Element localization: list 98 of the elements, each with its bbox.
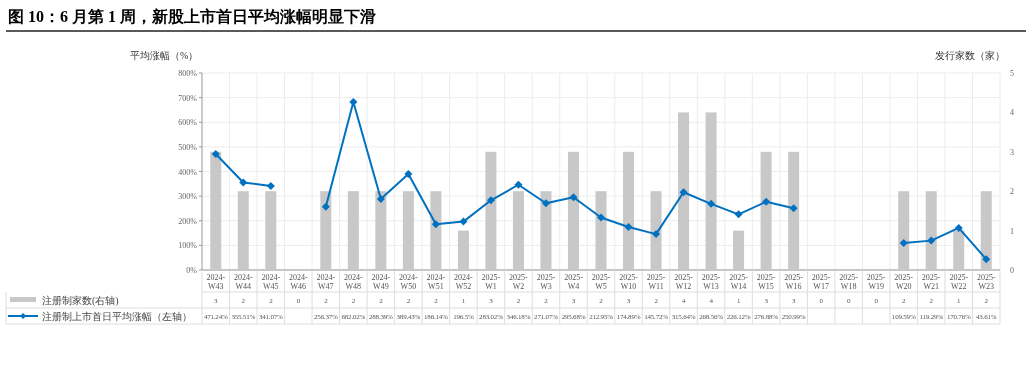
x-tick-label: 2025-W11 bbox=[646, 273, 666, 291]
point bbox=[927, 236, 936, 245]
x-tick-label: 2025-W15 bbox=[756, 273, 776, 291]
y2-tick-label: 2 bbox=[1010, 187, 1014, 197]
point bbox=[954, 223, 963, 232]
x-tick-label: 2025-W19 bbox=[866, 273, 886, 291]
x-tick-label: 2025-W1 bbox=[481, 273, 501, 291]
point bbox=[789, 204, 798, 213]
point bbox=[597, 213, 605, 222]
y-tick-label: 200% bbox=[178, 216, 198, 226]
point bbox=[569, 193, 578, 202]
y2-tick-label: 0 bbox=[1010, 266, 1014, 275]
point bbox=[734, 210, 743, 219]
point bbox=[679, 188, 688, 197]
y2-tick-label: 5 bbox=[1010, 69, 1014, 78]
bar bbox=[733, 230, 745, 270]
point bbox=[762, 197, 771, 206]
x-tick-label: 2025-W16 bbox=[784, 273, 804, 291]
x-tick-label: 2025-W14 bbox=[729, 273, 749, 291]
x-tick-label: 2025-W21 bbox=[921, 273, 941, 291]
point bbox=[266, 182, 275, 191]
point bbox=[652, 230, 661, 239]
point bbox=[321, 202, 330, 211]
bar bbox=[320, 191, 332, 270]
y-tick-label: 300% bbox=[178, 192, 198, 202]
bar bbox=[925, 191, 937, 270]
y-tick-label: 100% bbox=[178, 241, 198, 251]
bar bbox=[402, 191, 414, 270]
bar bbox=[980, 191, 992, 270]
y2-tick-label: 3 bbox=[1010, 147, 1014, 157]
bar bbox=[650, 191, 662, 270]
bar bbox=[540, 191, 552, 270]
point bbox=[514, 180, 523, 189]
bar bbox=[623, 151, 635, 270]
x-tick-label: 2024-W50 bbox=[399, 273, 419, 291]
bar bbox=[760, 151, 772, 270]
y-tick-label: 600% bbox=[178, 118, 198, 128]
x-tick-label: 2024-W52 bbox=[454, 273, 474, 291]
x-tick-label: 2025-W22 bbox=[949, 273, 969, 291]
point bbox=[459, 217, 468, 226]
x-tick-label: 2025-W17 bbox=[811, 273, 831, 291]
x-tick-label: 2024-W43 bbox=[206, 273, 226, 291]
y-axis-title: 平均涨幅（%） bbox=[130, 50, 199, 61]
x-tick-label: 2024-W45 bbox=[261, 273, 281, 291]
point bbox=[899, 239, 908, 248]
bar bbox=[457, 230, 469, 270]
bar bbox=[953, 230, 965, 270]
x-tick-label: 2025-W12 bbox=[674, 273, 694, 291]
y2-tick-label: 1 bbox=[1010, 226, 1014, 236]
y-tick-label: 0% bbox=[186, 266, 198, 275]
legend-label: 注册制家数(右轴) bbox=[42, 294, 119, 307]
bar bbox=[237, 191, 249, 270]
y-tick-label: 800% bbox=[178, 69, 198, 78]
y2-axis-title: 发行家数（家） bbox=[935, 50, 1005, 61]
bar bbox=[430, 191, 442, 270]
x-tick-label: 2025-W10 bbox=[619, 273, 639, 291]
point bbox=[431, 220, 440, 229]
y2-tick-label: 4 bbox=[1010, 108, 1014, 118]
point bbox=[624, 222, 633, 231]
point bbox=[376, 194, 385, 203]
bar bbox=[595, 191, 607, 270]
bar bbox=[678, 112, 690, 270]
point bbox=[707, 199, 716, 208]
point bbox=[541, 199, 550, 208]
x-tick-label: 2025-W3 bbox=[536, 273, 556, 291]
point bbox=[982, 255, 991, 264]
bar bbox=[898, 191, 910, 270]
x-tick-label: 2024-W47 bbox=[316, 273, 336, 291]
y-tick-label: 400% bbox=[178, 167, 198, 177]
bar bbox=[265, 191, 277, 270]
point bbox=[239, 178, 248, 187]
x-tick-label: 2025-W18 bbox=[839, 273, 859, 291]
x-tick-label: 2024-W46 bbox=[288, 273, 308, 291]
x-tick-label: 2024-W48 bbox=[344, 273, 364, 291]
point bbox=[211, 149, 220, 158]
bar bbox=[567, 151, 579, 270]
x-tick-label: 2025-W4 bbox=[564, 273, 584, 291]
x-tick-label: 2024-W51 bbox=[426, 273, 446, 291]
legend-label: 注册制上市首日平均涨幅（左轴） bbox=[42, 310, 192, 322]
x-tick-label: 2024-W44 bbox=[233, 273, 253, 291]
x-tick-label: 2025-W13 bbox=[701, 273, 721, 291]
x-tick-label: 2025-W20 bbox=[894, 273, 914, 291]
x-tick-label: 2025-W2 bbox=[509, 273, 529, 291]
bar bbox=[705, 112, 717, 270]
bar bbox=[512, 191, 524, 270]
y-tick-label: 700% bbox=[178, 93, 198, 103]
y-tick-label: 500% bbox=[178, 142, 198, 152]
chart-title: 图 10：6 月第 1 周，新股上市首日平均涨幅明显下滑 bbox=[8, 8, 376, 25]
x-tick-label: 2025-W5 bbox=[591, 273, 611, 291]
bar bbox=[347, 191, 359, 270]
x-tick-label: 2024-W49 bbox=[371, 273, 391, 291]
bar bbox=[788, 151, 800, 270]
point bbox=[486, 196, 495, 205]
bar bbox=[210, 151, 222, 270]
bar bbox=[485, 151, 497, 270]
bar bbox=[375, 191, 387, 270]
point bbox=[404, 170, 413, 179]
x-tick-label: 2025-W23 bbox=[976, 273, 996, 291]
